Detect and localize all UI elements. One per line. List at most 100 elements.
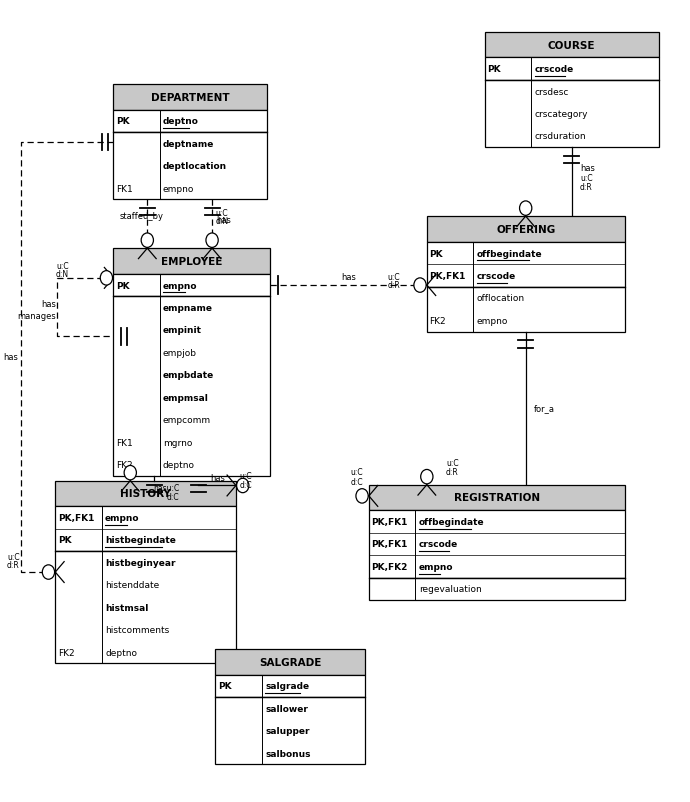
Circle shape <box>141 233 153 248</box>
Text: crscode: crscode <box>535 65 574 74</box>
Bar <box>485 33 659 59</box>
Text: d:R: d:R <box>7 561 20 569</box>
Text: DEPARTMENT: DEPARTMENT <box>150 92 229 103</box>
Bar <box>113 133 266 200</box>
Text: histbegindate: histbegindate <box>105 536 176 545</box>
Text: crscode: crscode <box>419 540 458 549</box>
Text: empno: empno <box>105 513 139 522</box>
Text: crsduration: crsduration <box>535 132 586 141</box>
Bar <box>427 287 624 332</box>
Text: empbdate: empbdate <box>163 371 214 380</box>
Text: histcomments: histcomments <box>105 626 169 634</box>
Text: PK,FK1: PK,FK1 <box>58 513 95 522</box>
Bar <box>215 649 366 674</box>
Bar <box>113 249 270 274</box>
Text: deptlocation: deptlocation <box>163 162 227 171</box>
Bar <box>113 111 266 133</box>
Text: deptname: deptname <box>163 140 215 148</box>
Bar <box>427 242 624 287</box>
Text: FK1: FK1 <box>116 438 132 448</box>
Text: empno: empno <box>419 562 453 571</box>
Text: empmsal: empmsal <box>163 393 209 403</box>
Text: hasu:C: hasu:C <box>152 484 179 492</box>
Text: sallower: sallower <box>265 704 308 713</box>
Text: PK,FK1: PK,FK1 <box>372 517 408 526</box>
Text: histmsal: histmsal <box>105 603 148 612</box>
Text: crscategory: crscategory <box>535 110 588 119</box>
Text: HISTORY: HISTORY <box>120 489 171 499</box>
Bar <box>369 485 624 511</box>
Text: u:C: u:C <box>7 552 20 561</box>
Text: PK: PK <box>430 249 443 258</box>
Bar <box>55 552 236 663</box>
Text: REGISTRATION: REGISTRATION <box>453 493 540 503</box>
Text: FK2: FK2 <box>58 648 75 657</box>
Text: offlocation: offlocation <box>477 294 524 303</box>
Text: FK2: FK2 <box>430 317 446 326</box>
Text: offbegindate: offbegindate <box>477 249 542 258</box>
Text: u:C: u:C <box>580 174 593 183</box>
Text: mgrno: mgrno <box>163 438 193 448</box>
Text: has: has <box>580 164 595 172</box>
Text: has: has <box>41 299 56 308</box>
Text: empno: empno <box>163 282 197 290</box>
Bar <box>113 274 270 297</box>
Text: empno: empno <box>477 317 508 326</box>
Bar <box>427 217 624 242</box>
Text: empcomm: empcomm <box>163 415 211 425</box>
Text: has: has <box>3 353 18 362</box>
Text: u:C: u:C <box>351 468 364 476</box>
Text: d:R: d:R <box>580 183 593 192</box>
Text: deptno: deptno <box>163 117 199 126</box>
Bar <box>485 59 659 81</box>
Text: PK: PK <box>218 682 232 691</box>
Text: FK1: FK1 <box>116 184 132 193</box>
Text: empinit: empinit <box>163 326 202 335</box>
Text: histenddate: histenddate <box>105 581 159 589</box>
Text: u:C: u:C <box>387 273 400 282</box>
Text: PK,FK2: PK,FK2 <box>372 562 408 571</box>
Text: d:N: d:N <box>56 269 69 278</box>
Circle shape <box>100 271 112 286</box>
Bar <box>369 511 624 578</box>
Text: salbonus: salbonus <box>265 749 310 758</box>
Bar <box>55 507 236 552</box>
Circle shape <box>356 489 368 504</box>
Circle shape <box>237 479 249 493</box>
Text: has: has <box>210 473 225 482</box>
Text: offbegindate: offbegindate <box>419 517 484 526</box>
Text: deptno: deptno <box>163 460 195 469</box>
Text: PK: PK <box>116 117 130 126</box>
Circle shape <box>42 565 55 580</box>
Text: FK2: FK2 <box>116 460 132 469</box>
Text: PK: PK <box>488 65 501 74</box>
Text: COURSE: COURSE <box>548 41 595 51</box>
Text: crsdesc: crsdesc <box>535 87 569 96</box>
Text: d:N: d:N <box>215 217 228 226</box>
Text: has: has <box>341 273 356 282</box>
Text: for_a: for_a <box>534 404 555 413</box>
Text: u:C: u:C <box>215 209 228 218</box>
Text: empjob: empjob <box>163 348 197 358</box>
Bar <box>485 81 659 148</box>
Text: staffed_by: staffed_by <box>120 212 164 221</box>
Text: OFFERING: OFFERING <box>496 225 555 235</box>
Bar <box>55 481 236 507</box>
Text: d:R: d:R <box>387 281 400 290</box>
Text: PK,FK1: PK,FK1 <box>430 272 466 281</box>
Bar <box>215 697 366 764</box>
Text: regevaluation: regevaluation <box>419 585 482 593</box>
Bar <box>215 674 366 697</box>
Text: manages: manages <box>17 311 56 320</box>
Text: d:C: d:C <box>166 492 179 501</box>
Text: has: has <box>216 216 231 225</box>
Text: d:R: d:R <box>446 468 459 476</box>
Circle shape <box>124 466 137 480</box>
Text: empname: empname <box>163 304 213 313</box>
Circle shape <box>520 201 532 216</box>
Text: PK: PK <box>116 282 130 290</box>
Text: SALGRADE: SALGRADE <box>259 657 322 667</box>
Text: u:C: u:C <box>239 472 252 480</box>
Text: salupper: salupper <box>265 727 310 735</box>
Text: u:C: u:C <box>446 458 459 467</box>
